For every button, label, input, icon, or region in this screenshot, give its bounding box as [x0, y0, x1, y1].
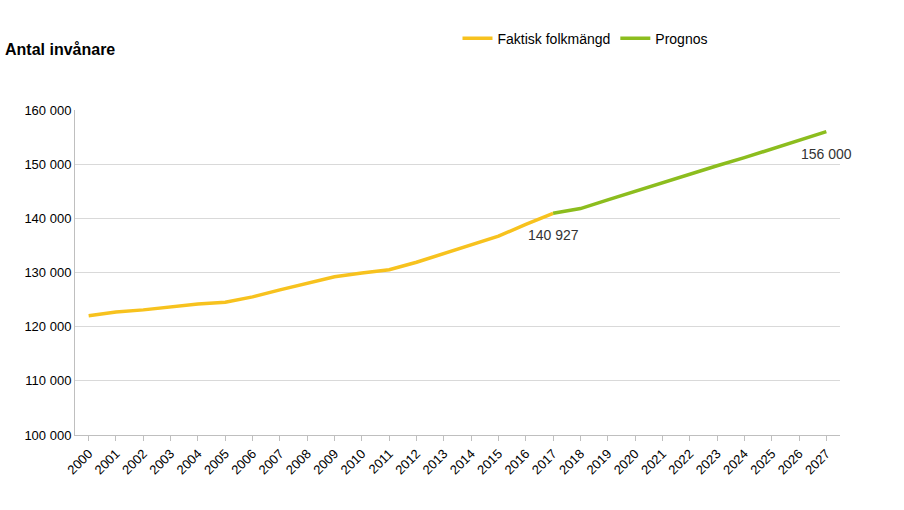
svg-text:150 000: 150 000: [24, 157, 71, 172]
svg-text:2015: 2015: [474, 446, 505, 477]
svg-text:130 000: 130 000: [24, 265, 71, 280]
svg-text:2001: 2001: [92, 446, 123, 477]
svg-text:2006: 2006: [228, 446, 259, 477]
svg-text:2000: 2000: [64, 446, 95, 477]
svg-text:2022: 2022: [665, 446, 696, 477]
svg-text:Antal invånare: Antal invånare: [5, 41, 115, 58]
svg-text:2008: 2008: [283, 446, 314, 477]
svg-text:2026: 2026: [775, 446, 806, 477]
svg-text:2010: 2010: [338, 446, 369, 477]
svg-text:110 000: 110 000: [25, 373, 71, 388]
svg-text:2018: 2018: [556, 446, 587, 477]
svg-text:2020: 2020: [611, 446, 642, 477]
svg-text:2024: 2024: [720, 446, 751, 477]
svg-text:2004: 2004: [174, 446, 205, 477]
svg-text:2019: 2019: [583, 446, 614, 477]
svg-text:2016: 2016: [501, 446, 532, 477]
svg-text:2002: 2002: [119, 446, 150, 477]
svg-text:2017: 2017: [529, 446, 560, 477]
svg-text:2007: 2007: [256, 446, 287, 477]
svg-text:100 000: 100 000: [24, 428, 71, 443]
svg-text:2021: 2021: [638, 446, 669, 477]
svg-text:2009: 2009: [310, 446, 341, 477]
svg-text:2014: 2014: [447, 446, 478, 477]
svg-text:140 000: 140 000: [24, 211, 71, 226]
svg-text:120 000: 120 000: [24, 319, 71, 334]
svg-text:2025: 2025: [747, 446, 778, 477]
svg-text:2027: 2027: [802, 446, 833, 477]
svg-text:2011: 2011: [366, 446, 396, 476]
svg-text:Faktisk folkmängd: Faktisk folkmängd: [498, 31, 611, 47]
svg-text:2013: 2013: [420, 446, 451, 477]
svg-text:140 927: 140 927: [528, 227, 579, 243]
svg-text:Prognos: Prognos: [655, 31, 707, 47]
svg-text:2023: 2023: [693, 446, 724, 477]
svg-text:2005: 2005: [201, 446, 232, 477]
svg-text:2003: 2003: [146, 446, 177, 477]
svg-text:160 000: 160 000: [24, 103, 71, 118]
svg-text:156 000: 156 000: [801, 146, 852, 162]
svg-text:2012: 2012: [392, 446, 423, 477]
